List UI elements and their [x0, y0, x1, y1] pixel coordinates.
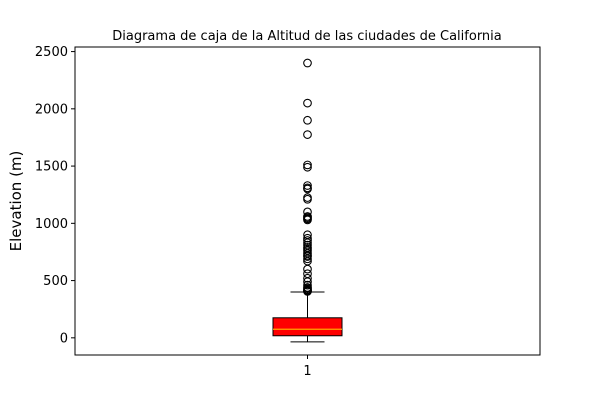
y-axis-label: Elevation (m) [7, 151, 25, 252]
outlier-point [303, 193, 312, 202]
interquartile-box [272, 317, 343, 337]
y-tick-label: 1000 [35, 217, 68, 232]
y-tick-label: 2500 [35, 45, 68, 60]
y-tick-label: 0 [60, 331, 68, 346]
outlier-point [303, 252, 312, 261]
x-tick-label: 1 [303, 364, 311, 379]
outlier-point [303, 287, 312, 296]
outlier-point [303, 98, 312, 108]
outlier-point [303, 130, 312, 139]
outlier-point [303, 280, 312, 290]
outlier-point [303, 254, 312, 264]
outlier-point [303, 115, 312, 125]
outlier-point [303, 233, 312, 243]
outlier-point [303, 215, 312, 225]
y-axis-ticks: 0 500 1000 1500 2000 2500 [35, 45, 75, 346]
outlier-point [303, 58, 312, 68]
outlier-point [303, 236, 312, 245]
outlier-points [303, 58, 312, 296]
chart-title: Diagrama de caja de la Altitud de las ci… [112, 29, 502, 44]
x-axis-ticks: 1 [303, 355, 312, 379]
outlier-point [303, 181, 312, 190]
outlier-point [303, 162, 312, 172]
y-tick-label: 1500 [35, 160, 68, 175]
y-tick-label: 500 [43, 274, 68, 289]
y-tick-label: 2000 [35, 102, 68, 117]
outlier-point [303, 264, 312, 274]
outlier-point [303, 273, 312, 283]
outlier-point [303, 194, 312, 204]
box-group [272, 291, 343, 343]
outlier-point [303, 160, 312, 170]
outlier-point [303, 184, 312, 194]
